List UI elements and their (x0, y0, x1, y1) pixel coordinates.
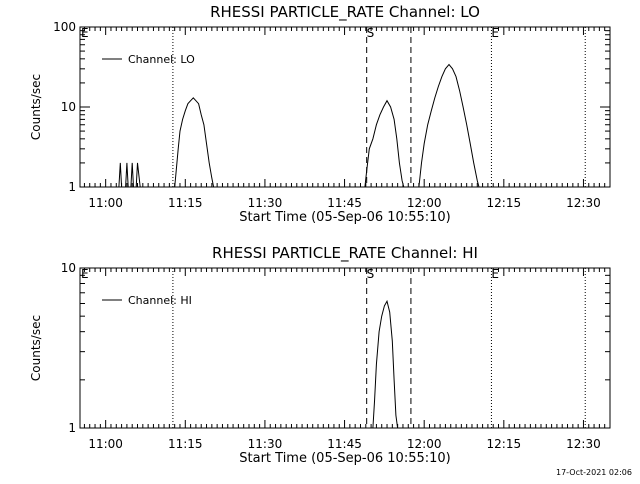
x-tick-label: 11:15 (168, 437, 203, 451)
x-axis-label: Start Time (05-Sep-06 10:55:10) (239, 210, 450, 225)
x-tick-label: 11:30 (248, 196, 283, 210)
chart-panel-2: RHESSI PARTICLE_RATE Channel: HI 11:00 11:… (29, 244, 611, 466)
marker-label: E (81, 267, 89, 281)
x-tick-label: 11:00 (88, 437, 123, 451)
x-tick-label: 11:30 (248, 437, 283, 451)
plot-frame (79, 26, 611, 188)
y-axis-label: Counts/sec (29, 315, 43, 381)
y-tick-label: 100 (53, 20, 76, 34)
chart-title: RHESSI PARTICLE_RATE Channel: HI (212, 244, 478, 263)
marker-label: E (81, 26, 89, 40)
chart-title: RHESSI PARTICLE_RATE Channel: LO (210, 3, 480, 22)
x-tick-label: 12:00 (407, 437, 442, 451)
y-tick-label: 10 (61, 100, 76, 114)
x-tick-label: 12:15 (487, 437, 522, 451)
y-tick-label: 1 (68, 180, 76, 194)
x-tick-label: 11:15 (168, 196, 203, 210)
y-axis-label: Counts/sec (29, 74, 43, 140)
y-tick-label: 1 (68, 421, 76, 435)
marker-label: S (367, 26, 375, 40)
x-tick-label: 11:00 (88, 196, 123, 210)
marker-label: E (491, 267, 499, 281)
x-tick-label: 11:45 (327, 196, 362, 210)
marker-label: E (491, 26, 499, 40)
legend-label: Channel: LO (128, 53, 195, 66)
x-axis-label: Start Time (05-Sep-06 10:55:10) (239, 451, 450, 466)
x-tick-label: 12:30 (566, 196, 601, 210)
series-line (418, 63, 480, 188)
legend-label: Channel: HI (128, 294, 192, 307)
series-line (174, 97, 215, 188)
footer-timestamp: 17-Oct-2021 02:06 (556, 468, 632, 477)
x-tick-label: 12:30 (566, 437, 601, 451)
y-tick-label: 10 (61, 261, 76, 275)
series-line (364, 99, 405, 188)
x-tick-label: 11:45 (327, 437, 362, 451)
series-line (118, 162, 141, 188)
x-tick-label: 12:15 (487, 196, 522, 210)
plot-frame (79, 267, 611, 429)
series-line (372, 299, 399, 429)
x-tick-label: 12:00 (407, 196, 442, 210)
marker-label: S (367, 267, 375, 281)
chart-panel-1: RHESSI PARTICLE_RATE Channel: LO 11:00 11:… (29, 3, 611, 225)
